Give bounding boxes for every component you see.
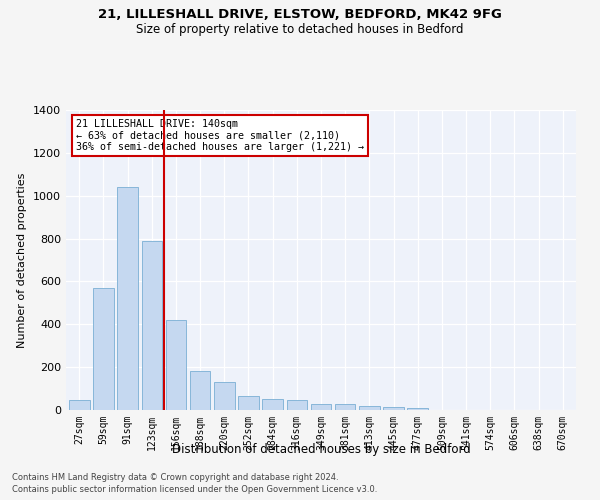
Bar: [238, 396, 259, 410]
Bar: [214, 382, 235, 410]
Bar: [166, 320, 186, 410]
Bar: [93, 288, 114, 410]
Y-axis label: Number of detached properties: Number of detached properties: [17, 172, 28, 348]
Bar: [262, 400, 283, 410]
Bar: [383, 407, 404, 410]
Text: Distribution of detached houses by size in Bedford: Distribution of detached houses by size …: [172, 442, 470, 456]
Bar: [359, 406, 380, 410]
Bar: [142, 240, 162, 410]
Bar: [311, 404, 331, 410]
Bar: [335, 404, 355, 410]
Bar: [407, 408, 428, 410]
Text: 21 LILLESHALL DRIVE: 140sqm
← 63% of detached houses are smaller (2,110)
36% of : 21 LILLESHALL DRIVE: 140sqm ← 63% of det…: [76, 119, 364, 152]
Bar: [287, 400, 307, 410]
Text: 21, LILLESHALL DRIVE, ELSTOW, BEDFORD, MK42 9FG: 21, LILLESHALL DRIVE, ELSTOW, BEDFORD, M…: [98, 8, 502, 20]
Bar: [118, 187, 138, 410]
Bar: [69, 400, 89, 410]
Text: Size of property relative to detached houses in Bedford: Size of property relative to detached ho…: [136, 22, 464, 36]
Bar: [190, 372, 211, 410]
Text: Contains HM Land Registry data © Crown copyright and database right 2024.: Contains HM Land Registry data © Crown c…: [12, 472, 338, 482]
Text: Contains public sector information licensed under the Open Government Licence v3: Contains public sector information licen…: [12, 485, 377, 494]
